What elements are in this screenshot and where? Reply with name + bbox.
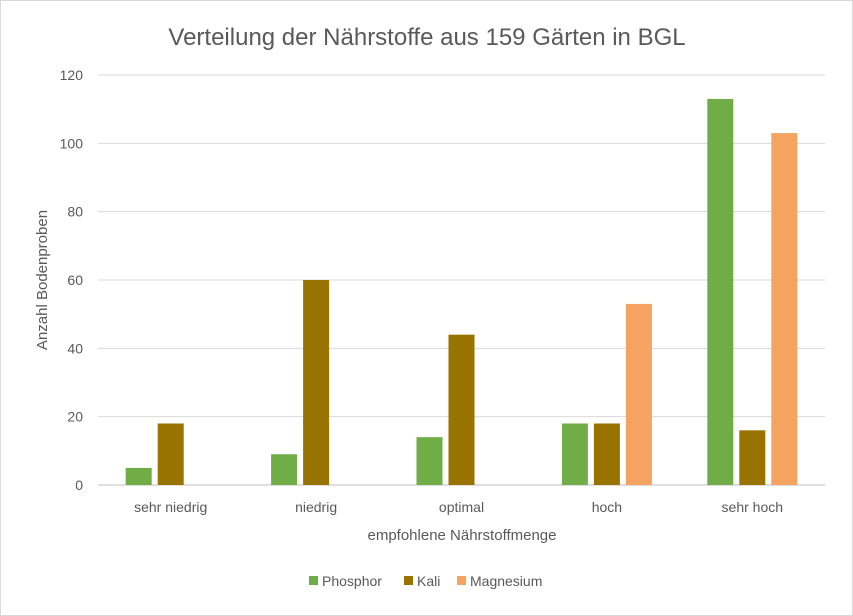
- legend-label-phosphor: Phosphor: [322, 573, 382, 589]
- bar-phosphor-hoch: [561, 423, 588, 485]
- bar-kali-hoch: [593, 423, 620, 485]
- x-tick-label: sehr niedrig: [134, 499, 207, 515]
- x-tick-label: sehr hoch: [722, 499, 783, 515]
- legend: Phosphor Kali Magnesium: [309, 573, 542, 589]
- x-tick-label: hoch: [592, 499, 622, 515]
- bar-kali-sehr-hoch: [739, 430, 766, 485]
- bar-magnesium-hoch: [625, 303, 652, 485]
- bar-phosphor-sehr-niedrig: [125, 467, 152, 485]
- legend-swatch-kali: [404, 576, 413, 585]
- y-tick-label: 100: [60, 135, 84, 151]
- x-tick-label: niedrig: [295, 499, 337, 515]
- x-axis-title: empfohlene Nährstoffmenge: [367, 527, 556, 544]
- y-tick-label: 120: [60, 67, 84, 83]
- y-axis-ticks: 0 20 40 60 80 100 120: [60, 67, 84, 493]
- bars: [125, 98, 798, 486]
- legend-swatch-phosphor: [309, 576, 318, 585]
- x-tick-label: optimal: [439, 499, 484, 515]
- bar-kali-optimal: [448, 334, 475, 485]
- chart-title: Verteilung der Nährstoffe aus 159 Gärten…: [168, 24, 685, 51]
- y-tick-label: 0: [75, 477, 83, 493]
- legend-swatch-magnesium: [457, 576, 466, 585]
- bar-phosphor-sehr-hoch: [707, 98, 734, 486]
- y-tick-label: 80: [67, 204, 83, 220]
- y-axis-title: Anzahl Bodenproben: [34, 210, 51, 350]
- y-tick-label: 20: [67, 409, 83, 425]
- bar-kali-sehr-niedrig: [157, 423, 184, 485]
- bar-phosphor-niedrig: [271, 454, 298, 485]
- y-tick-label: 60: [67, 272, 83, 288]
- bar-kali-niedrig: [303, 280, 330, 485]
- legend-label-kali: Kali: [417, 573, 440, 589]
- legend-label-magnesium: Magnesium: [470, 573, 542, 589]
- bar-phosphor-optimal: [416, 437, 443, 485]
- y-tick-label: 40: [67, 340, 83, 356]
- bar-magnesium-sehr-hoch: [771, 133, 798, 486]
- x-axis-ticks: sehr niedrig niedrig optimal hoch sehr hoch: [134, 499, 783, 515]
